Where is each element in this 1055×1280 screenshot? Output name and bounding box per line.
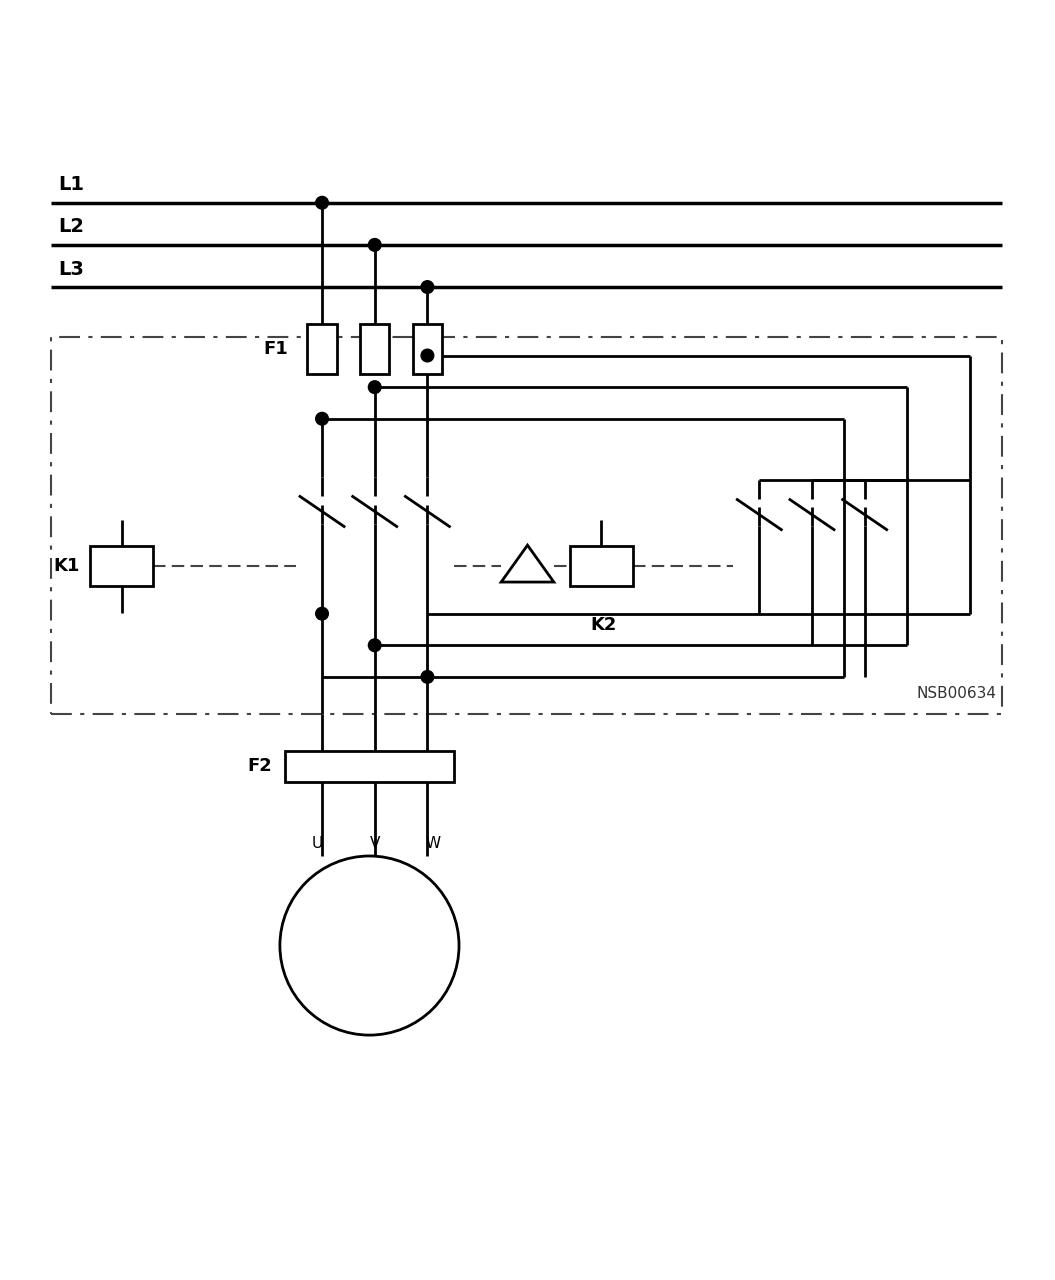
Text: W: W	[425, 836, 440, 851]
Bar	[413, 324, 442, 375]
Text: U: U	[311, 836, 323, 851]
Circle shape	[421, 349, 434, 362]
Circle shape	[315, 607, 328, 620]
Text: F2: F2	[248, 758, 272, 776]
Circle shape	[368, 639, 381, 652]
Text: 3~: 3~	[357, 960, 383, 978]
Circle shape	[280, 856, 459, 1036]
Text: L1: L1	[59, 175, 84, 195]
Circle shape	[421, 671, 434, 684]
Circle shape	[315, 412, 328, 425]
Bar	[360, 324, 389, 375]
Bar	[307, 324, 337, 375]
Text: V: V	[369, 836, 380, 851]
Text: K2: K2	[591, 616, 617, 634]
Text: K1: K1	[54, 557, 80, 575]
Text: F1: F1	[264, 340, 288, 358]
Circle shape	[368, 381, 381, 393]
Circle shape	[315, 196, 328, 209]
Bar	[570, 547, 633, 586]
Circle shape	[368, 238, 381, 251]
Text: L2: L2	[59, 218, 84, 237]
Bar	[91, 547, 153, 586]
Text: L3: L3	[59, 260, 84, 279]
Polygon shape	[501, 545, 554, 582]
Text: NSB00634: NSB00634	[917, 686, 996, 701]
Circle shape	[421, 280, 434, 293]
Text: M: M	[359, 914, 380, 934]
Bar	[52, 337, 1001, 714]
Bar	[285, 750, 454, 782]
